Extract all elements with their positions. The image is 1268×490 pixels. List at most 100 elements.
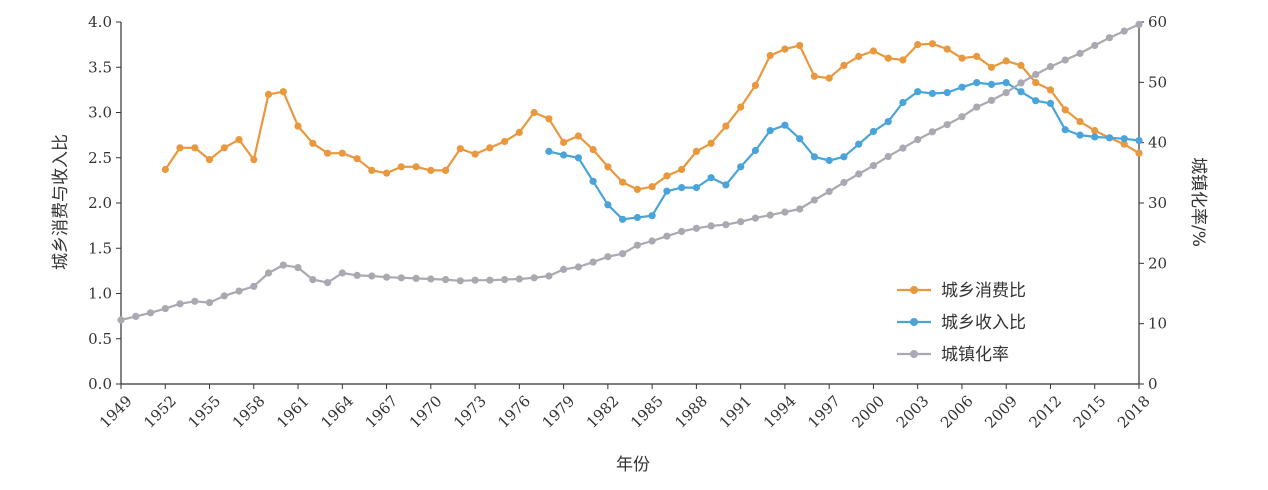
data-point xyxy=(235,136,243,144)
data-point xyxy=(220,292,228,300)
data-point xyxy=(825,156,833,165)
data-point xyxy=(678,165,686,174)
x-tick-label: 2015 xyxy=(1070,392,1110,432)
y-left-tick-label: 3.5 xyxy=(88,58,112,76)
data-point xyxy=(294,122,302,130)
data-point xyxy=(574,154,583,162)
data-point xyxy=(766,211,774,219)
y-right-tick-label: 20 xyxy=(1148,254,1167,272)
data-point xyxy=(855,140,863,148)
data-point xyxy=(1105,134,1114,142)
data-point xyxy=(264,269,273,277)
data-point xyxy=(1076,118,1084,126)
data-point xyxy=(751,146,760,155)
x-tick-label: 1988 xyxy=(671,392,711,432)
data-point xyxy=(471,150,479,158)
data-point xyxy=(589,146,597,154)
data-point xyxy=(1135,137,1143,145)
data-point xyxy=(397,163,405,171)
data-point xyxy=(928,40,937,48)
data-point xyxy=(545,115,553,123)
data-point xyxy=(958,113,966,121)
data-point xyxy=(619,215,627,223)
data-point xyxy=(309,276,317,284)
data-point xyxy=(220,144,228,152)
x-tick-label: 1985 xyxy=(627,392,667,432)
data-point xyxy=(678,227,686,235)
x-tick-label: 1994 xyxy=(760,392,800,432)
data-point xyxy=(737,103,745,111)
data-point xyxy=(722,221,730,229)
legend-label: 城乡收入比 xyxy=(941,313,1026,333)
data-point xyxy=(633,241,642,249)
data-point xyxy=(383,169,391,177)
data-point xyxy=(633,185,642,193)
data-point xyxy=(855,52,863,61)
data-point xyxy=(722,181,730,189)
data-point xyxy=(1120,27,1128,35)
data-point xyxy=(737,163,745,171)
data-point xyxy=(456,145,464,153)
data-point xyxy=(663,187,671,195)
y-right-tick-label: 60 xyxy=(1148,13,1167,31)
data-point xyxy=(1061,106,1069,114)
data-point xyxy=(146,309,155,317)
data-point xyxy=(324,149,332,157)
data-point xyxy=(707,174,715,182)
data-point xyxy=(279,88,287,96)
data-point xyxy=(530,274,538,282)
data-point xyxy=(442,276,450,284)
data-point xyxy=(560,265,568,273)
data-point xyxy=(1135,149,1143,157)
data-point xyxy=(1091,41,1099,50)
y-left-tick-label: 1.5 xyxy=(88,239,112,257)
x-tick-label: 1982 xyxy=(583,392,623,432)
y-right-tick-label: 0 xyxy=(1148,375,1158,393)
data-point xyxy=(869,47,878,55)
data-point xyxy=(1032,97,1040,105)
data-point xyxy=(427,166,435,174)
legend-label: 城乡消费比 xyxy=(941,281,1026,301)
data-point xyxy=(486,144,494,152)
data-point xyxy=(383,273,391,281)
y-left-tick-label: 2.5 xyxy=(88,149,112,167)
x-tick-label: 1973 xyxy=(450,392,490,432)
data-point xyxy=(899,98,907,107)
data-point xyxy=(515,275,523,283)
data-point xyxy=(751,81,760,89)
y-right-tick-label: 10 xyxy=(1148,315,1167,333)
data-point xyxy=(1061,56,1069,64)
series-0 xyxy=(161,40,1143,193)
data-point xyxy=(884,54,892,62)
series-2 xyxy=(117,20,1143,324)
series-1 xyxy=(545,79,1143,223)
data-point xyxy=(604,163,612,171)
y-left-tick-label: 3.0 xyxy=(88,104,112,122)
data-point xyxy=(914,41,922,49)
data-point xyxy=(810,153,819,161)
x-tick-label: 1991 xyxy=(716,392,756,432)
data-point xyxy=(560,151,568,159)
data-point xyxy=(737,218,745,226)
data-point xyxy=(1032,70,1040,79)
data-point xyxy=(840,178,848,187)
data-point xyxy=(250,282,258,290)
data-point xyxy=(1120,135,1128,143)
data-point xyxy=(796,135,804,143)
data-point xyxy=(855,170,863,178)
data-point xyxy=(781,208,789,216)
data-point xyxy=(1091,127,1099,135)
y-right-axis-title: 城镇化率/% xyxy=(1188,157,1208,247)
data-point xyxy=(692,184,701,192)
data-point xyxy=(722,122,730,130)
x-tick-label: 1997 xyxy=(804,392,844,432)
data-point xyxy=(884,118,892,126)
data-point xyxy=(1017,79,1025,87)
data-point xyxy=(176,300,184,308)
data-point xyxy=(205,156,214,164)
data-point xyxy=(869,162,878,170)
data-point xyxy=(825,187,833,196)
data-point xyxy=(648,212,656,220)
data-point xyxy=(884,152,892,161)
